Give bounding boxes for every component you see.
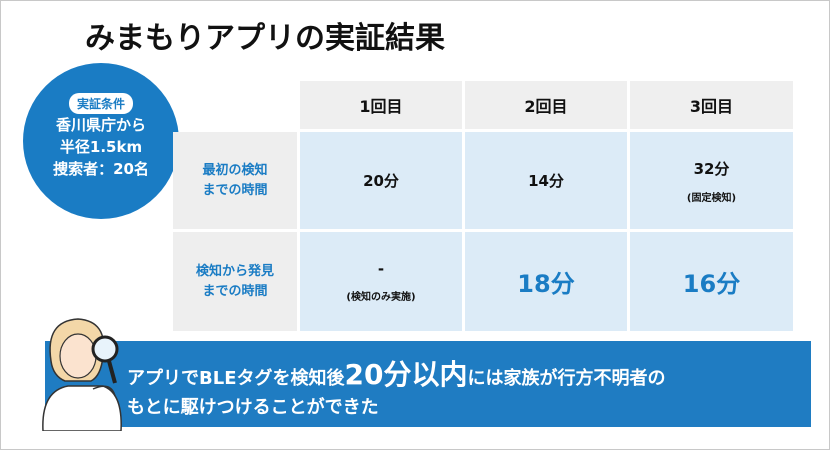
conclusion-banner: アプリでBLEタグを検知後20分以内には家族が行方不明者の もとに駆けつけること… (45, 341, 811, 427)
row-label-line: までの時間 (202, 182, 268, 198)
cell-value: 20分 (363, 172, 399, 190)
column-header: 2回目 (465, 81, 627, 129)
cell-value: - (377, 260, 385, 278)
conditions-label: 実証条件 (68, 93, 133, 114)
row-label-line: 最初の検知 (202, 162, 268, 178)
person-illustration (42, 318, 122, 431)
banner-line: もとに駆けつけることができた (127, 397, 379, 418)
cell-value: 16分 (682, 270, 741, 298)
condition-line: 捜索者：20名 (53, 160, 149, 178)
cell: 32分 (固定検知) (630, 132, 793, 229)
row-label-line: までの時間 (202, 283, 268, 299)
conditions-badge: 実証条件 香川県庁から 半径1.5km 捜索者：20名 (23, 63, 179, 219)
condition-line: 半径1.5km (59, 138, 143, 156)
cell-value: 32分 (693, 159, 730, 178)
row-label: 最初の検知 までの時間 (173, 132, 297, 229)
cell: 20分 (300, 132, 462, 229)
column-header: 3回目 (630, 81, 793, 129)
banner-text: アプリでBLEタグを検知後 (127, 368, 345, 389)
cell-note: (固定検知) (686, 192, 737, 204)
cell: - (検知のみ実施) (300, 232, 462, 331)
cell-value: 14分 (528, 172, 564, 190)
row-label-line: 検知から発見 (195, 263, 274, 279)
banner-line: アプリでBLEタグを検知後20分以内には家族が行方不明者の (127, 353, 665, 393)
condition-line: 香川県庁から (55, 116, 146, 134)
column-header: 1回目 (300, 81, 462, 129)
cell-note: (検知のみ実施) (346, 292, 416, 303)
banner-emphasis: 20分以内 (344, 358, 468, 391)
cell: 14分 (465, 132, 627, 229)
cell: 16分 (630, 232, 793, 331)
row-label: 検知から発見 までの時間 (173, 232, 297, 331)
cell: 18分 (465, 232, 627, 331)
title: みまもりアプリの実証結果 (85, 21, 445, 56)
banner-text: には家族が行方不明者の (467, 368, 666, 389)
cell-value: 18分 (517, 270, 575, 298)
